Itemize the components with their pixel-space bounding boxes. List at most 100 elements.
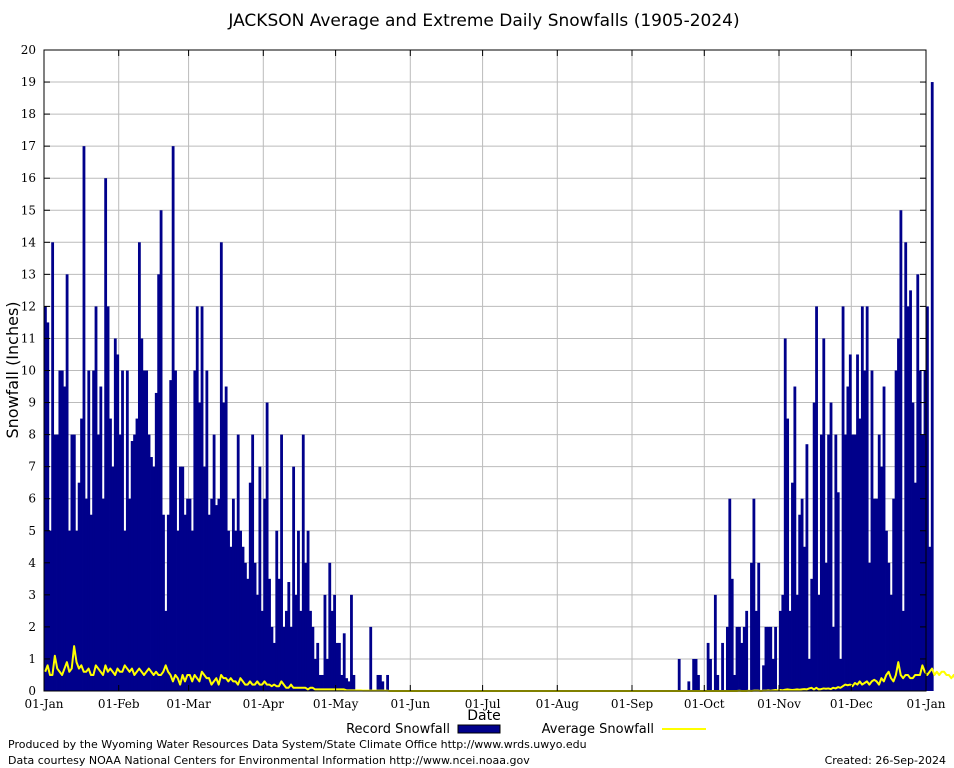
- legend: Record Snowfall Average Snowfall: [346, 722, 706, 737]
- record-bar: [762, 665, 765, 691]
- record-bar: [48, 530, 52, 691]
- footer-produced-by: Produced by the Wyoming Water Resources …: [8, 738, 587, 751]
- record-bar: [137, 242, 141, 692]
- record-bar: [805, 444, 809, 691]
- record-bar: [800, 498, 804, 691]
- record-bar: [152, 466, 156, 691]
- record-bar: [84, 498, 88, 691]
- record-bar: [215, 505, 218, 691]
- record-bar: [280, 434, 283, 691]
- x-tick-label: 01-Apr: [243, 697, 285, 711]
- y-tick-label: 18: [21, 107, 36, 121]
- record-bar: [145, 370, 149, 691]
- record-bar: [733, 674, 737, 691]
- y-tick-label: 0: [28, 684, 36, 698]
- record-bar: [913, 482, 917, 691]
- record-bar: [171, 146, 175, 691]
- record-bar: [885, 530, 888, 691]
- y-tick-label: 12: [21, 299, 36, 313]
- record-bar: [140, 338, 144, 691]
- record-bar: [256, 594, 259, 691]
- x-tick-label: 01-Jan: [24, 697, 63, 711]
- record-bar: [875, 498, 879, 691]
- record-bar: [858, 418, 862, 691]
- record-bar: [771, 658, 775, 691]
- record-bar: [848, 354, 852, 691]
- record-bar: [738, 626, 741, 691]
- record-bar: [123, 530, 127, 691]
- record-bar: [318, 674, 322, 691]
- record-bar: [244, 562, 247, 691]
- record-bar: [795, 594, 799, 691]
- record-bar: [856, 354, 859, 691]
- record-bar: [323, 594, 327, 691]
- record-bar: [270, 626, 274, 691]
- record-bar: [97, 434, 100, 691]
- record-bar: [210, 498, 214, 691]
- record-bar: [207, 514, 211, 691]
- record-bar: [87, 370, 91, 691]
- record-bar: [735, 626, 739, 691]
- record-bar: [865, 306, 869, 691]
- record-bar: [376, 674, 380, 691]
- record-bar: [347, 681, 351, 691]
- record-bar: [154, 392, 158, 691]
- y-tick-label: 17: [21, 139, 36, 153]
- record-bar: [752, 498, 756, 691]
- record-bar: [304, 562, 308, 691]
- record-bar: [350, 594, 353, 691]
- record-bar: [803, 546, 806, 691]
- x-tick-label: 01-Jul: [465, 697, 501, 711]
- record-bar: [774, 626, 777, 691]
- record-bar: [253, 562, 257, 691]
- record-bar: [277, 578, 281, 691]
- record-bar: [70, 434, 74, 691]
- x-tick-labels: 01-Jan 01-Feb 01-Mar 01-Apr 01-May 01-Jun 01-J…: [24, 697, 945, 711]
- y-tick-label: 2: [28, 620, 36, 634]
- record-bar: [111, 466, 115, 691]
- record-bar: [125, 370, 129, 691]
- y-tick-label: 14: [21, 235, 37, 249]
- record-bar: [200, 306, 204, 691]
- y-tick-label: 11: [21, 331, 36, 345]
- record-bar: [740, 642, 744, 691]
- axes: [43, 49, 927, 692]
- record-bar: [378, 674, 382, 691]
- record-bar: [294, 594, 298, 691]
- record-bar: [822, 338, 826, 691]
- record-bar: [870, 370, 874, 691]
- record-bar: [313, 658, 317, 691]
- record-bar: [99, 386, 103, 691]
- record-bar: [338, 642, 341, 691]
- record-bar: [791, 482, 794, 691]
- record-bar: [234, 530, 238, 691]
- record-bar: [851, 434, 855, 691]
- record-bar: [841, 306, 845, 691]
- x-tick-label: 01-Dec: [830, 697, 873, 711]
- record-bar: [340, 674, 344, 691]
- x-tick-label: 01-Mar: [166, 697, 211, 711]
- record-bar: [186, 498, 189, 691]
- record-bar: [60, 370, 64, 691]
- record-bar: [106, 306, 110, 691]
- record-bar: [311, 626, 315, 691]
- record-bar: [292, 466, 296, 691]
- record-bar: [239, 530, 243, 691]
- record-bar: [275, 530, 279, 691]
- record-bars: [44, 82, 934, 692]
- record-bar: [63, 386, 67, 691]
- y-tick-label: 3: [28, 588, 36, 602]
- record-bar: [892, 498, 896, 691]
- record-bar: [198, 402, 202, 691]
- x-tick-label: 01-Jun: [390, 697, 430, 711]
- record-bar: [116, 354, 120, 691]
- record-bar: [863, 370, 867, 691]
- record-bar: [335, 642, 339, 691]
- record-bar: [716, 674, 720, 691]
- record-bar: [46, 322, 50, 691]
- record-bar: [176, 530, 180, 691]
- record-bar: [53, 434, 57, 691]
- record-bar: [299, 610, 303, 691]
- record-bar: [118, 434, 122, 691]
- record-bar: [779, 610, 782, 691]
